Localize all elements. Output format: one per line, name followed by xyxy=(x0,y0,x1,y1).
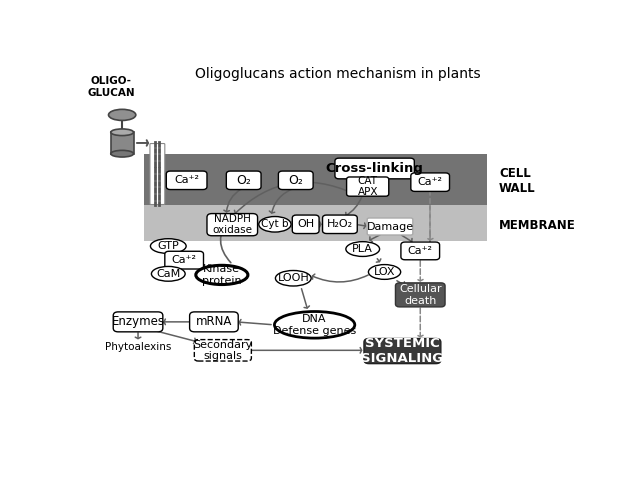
Text: Kinase
protein: Kinase protein xyxy=(202,264,242,286)
Text: DNA
Defense genes: DNA Defense genes xyxy=(273,314,356,336)
Text: Phytoalexins: Phytoalexins xyxy=(105,342,172,352)
Text: mRNA: mRNA xyxy=(196,315,232,328)
Ellipse shape xyxy=(152,266,185,281)
Text: Cross-linking: Cross-linking xyxy=(326,162,424,175)
Text: O₂: O₂ xyxy=(236,174,251,187)
FancyBboxPatch shape xyxy=(323,215,357,234)
Ellipse shape xyxy=(150,239,186,253)
Text: SYSTEMIC
SIGNALING: SYSTEMIC SIGNALING xyxy=(362,337,444,365)
Text: GTP: GTP xyxy=(157,241,179,251)
FancyBboxPatch shape xyxy=(207,214,257,236)
Text: Cellular
death: Cellular death xyxy=(399,284,442,306)
Text: LOOH: LOOH xyxy=(277,273,309,283)
FancyBboxPatch shape xyxy=(367,218,413,235)
FancyBboxPatch shape xyxy=(364,338,441,364)
Text: CAT
APX: CAT APX xyxy=(357,176,378,197)
Text: NADPH
oxidase: NADPH oxidase xyxy=(212,214,252,236)
FancyBboxPatch shape xyxy=(401,242,440,260)
Ellipse shape xyxy=(275,312,355,338)
FancyBboxPatch shape xyxy=(111,132,134,154)
Ellipse shape xyxy=(346,241,380,256)
FancyBboxPatch shape xyxy=(150,144,165,204)
FancyBboxPatch shape xyxy=(189,312,238,332)
FancyBboxPatch shape xyxy=(227,171,261,190)
Ellipse shape xyxy=(369,264,401,279)
Text: LOX: LOX xyxy=(374,267,396,277)
Text: Ca⁺²: Ca⁺² xyxy=(174,175,199,185)
Ellipse shape xyxy=(111,129,134,135)
FancyBboxPatch shape xyxy=(145,205,486,240)
Text: CaM: CaM xyxy=(156,269,180,279)
Text: H₂O₂: H₂O₂ xyxy=(327,219,353,229)
Text: Oligoglucans action mechanism in plants: Oligoglucans action mechanism in plants xyxy=(195,67,481,81)
FancyBboxPatch shape xyxy=(145,154,486,207)
Text: Cyt b: Cyt b xyxy=(261,219,289,229)
FancyBboxPatch shape xyxy=(113,312,163,332)
Text: Ca⁺²: Ca⁺² xyxy=(172,255,196,265)
FancyBboxPatch shape xyxy=(292,215,319,234)
FancyBboxPatch shape xyxy=(165,251,204,269)
FancyBboxPatch shape xyxy=(166,171,207,190)
Text: Damage: Damage xyxy=(367,221,413,231)
Text: Enzymes: Enzymes xyxy=(111,315,164,328)
Ellipse shape xyxy=(196,265,248,285)
Text: Ca⁺²: Ca⁺² xyxy=(408,246,433,256)
Text: PLA: PLA xyxy=(352,244,373,254)
FancyBboxPatch shape xyxy=(335,158,414,179)
Text: OLIGO-
GLUCAN: OLIGO- GLUCAN xyxy=(88,76,135,98)
Text: CELL
WALL: CELL WALL xyxy=(499,167,536,195)
FancyBboxPatch shape xyxy=(278,171,313,190)
Text: Secondary
signals: Secondary signals xyxy=(193,339,252,361)
Ellipse shape xyxy=(275,271,311,286)
Ellipse shape xyxy=(259,216,291,232)
Text: OH: OH xyxy=(297,219,314,229)
Ellipse shape xyxy=(111,150,134,157)
Ellipse shape xyxy=(109,109,136,120)
FancyBboxPatch shape xyxy=(411,173,449,192)
Text: O₂: O₂ xyxy=(289,174,303,187)
Text: Ca⁺²: Ca⁺² xyxy=(418,177,443,187)
FancyBboxPatch shape xyxy=(195,340,252,361)
Text: MEMBRANE: MEMBRANE xyxy=(499,218,576,231)
FancyBboxPatch shape xyxy=(347,177,388,196)
FancyBboxPatch shape xyxy=(396,283,445,307)
